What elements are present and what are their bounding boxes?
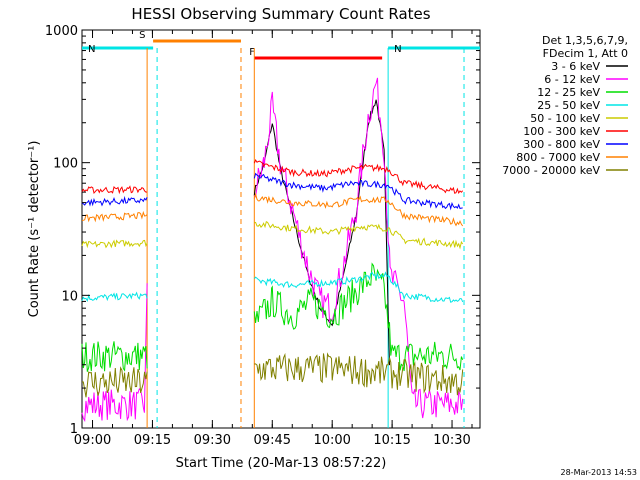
- y-tick-label: 1: [70, 422, 78, 437]
- series-line-300-800-kev: [81, 195, 148, 207]
- series-line-800-7000-kev: [253, 192, 464, 227]
- x-axis-label: Start Time (20-Mar-13 08:57:22): [176, 456, 387, 471]
- series-line-12-25-kev: [81, 341, 148, 372]
- legend-entry-label: 3 - 6 keV: [551, 60, 600, 73]
- x-tick-label: 09:00: [74, 433, 111, 448]
- legend-entry-label: 12 - 25 keV: [537, 86, 600, 99]
- x-tick-label: 09:45: [254, 433, 291, 448]
- legend-entry-label: 7000 - 20000 keV: [502, 164, 600, 177]
- x-tick-label: 10:00: [313, 433, 350, 448]
- flag-label-s: S: [139, 30, 145, 41]
- series-line-7000-20000-kev: [254, 352, 464, 396]
- legend-entry-label: 50 - 100 keV: [530, 112, 600, 125]
- x-tick-label: 10:15: [373, 433, 410, 448]
- series-line-50-100-kev: [81, 239, 148, 249]
- legend-entry-label: 6 - 12 keV: [544, 73, 600, 86]
- series-line-800-7000-kev: [81, 210, 148, 223]
- chart-title: HESSI Observing Summary Count Rates: [131, 5, 430, 23]
- legend-entry-label: 300 - 800 keV: [523, 138, 600, 151]
- flag-label-f: F: [249, 47, 255, 58]
- series-line-7000-20000-kev: [81, 366, 148, 398]
- series-line-12-25-kev: [253, 262, 464, 372]
- flag-label-n: N: [88, 44, 95, 55]
- series-line-6-12-kev: [253, 77, 464, 419]
- legend-entry-label: 800 - 7000 keV: [516, 151, 600, 164]
- x-tick-label: 10:30: [433, 433, 470, 448]
- legend-header: FDecim 1, Att 0: [543, 47, 628, 60]
- series-line-100-300-kev: [253, 159, 464, 195]
- y-tick-label: 10: [61, 289, 78, 304]
- y-axis-label: Count Rate (s⁻¹ detector⁻¹): [27, 141, 42, 318]
- x-tick-label: 09:30: [194, 433, 231, 448]
- legend-entry-label: 25 - 50 keV: [537, 99, 600, 112]
- generation-timestamp: 28-Mar-2013 14:53: [561, 468, 638, 477]
- y-tick-label: 1000: [45, 24, 78, 39]
- series-line-300-800-kev: [253, 172, 463, 211]
- series-line-100-300-kev: [81, 185, 148, 195]
- series-line-25-50-kev: [253, 271, 464, 303]
- series-line-6-12-kev: [81, 283, 148, 423]
- x-tick-label: 09:15: [134, 433, 171, 448]
- legend-header: Det 1,3,5,6,7,9,: [542, 34, 628, 47]
- series-line-25-50-kev: [81, 291, 148, 302]
- series-line-50-100-kev: [254, 220, 464, 250]
- plot-frame: [81, 29, 481, 429]
- flag-label-n: N: [394, 44, 401, 55]
- y-tick-label: 100: [53, 157, 78, 172]
- legend-entry-label: 100 - 300 keV: [523, 125, 600, 138]
